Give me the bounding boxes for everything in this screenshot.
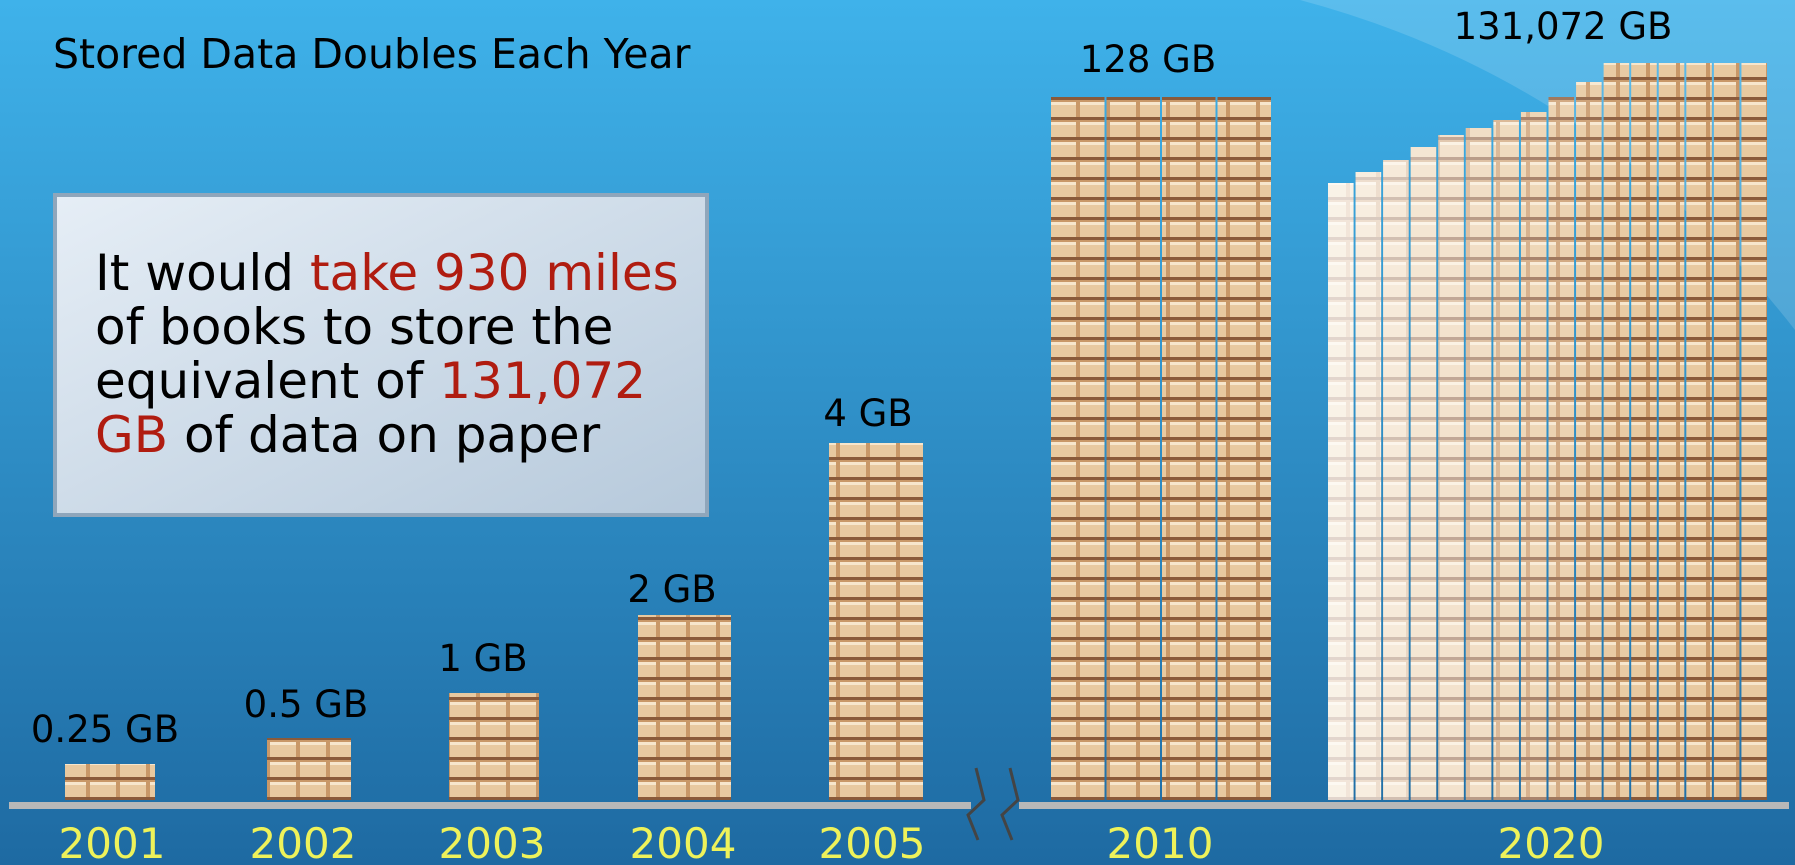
book-stack xyxy=(1686,63,1712,800)
year-label: 2001 xyxy=(59,819,166,865)
callout-segment: of data on paper xyxy=(168,406,601,464)
baseline xyxy=(9,802,971,809)
year-label: 2004 xyxy=(630,819,737,865)
book-stack xyxy=(1658,63,1685,800)
book-stack xyxy=(638,615,731,800)
callout-line: of books to store the xyxy=(95,298,613,356)
book-stack xyxy=(1520,112,1547,800)
book-stack xyxy=(65,764,155,800)
fade xyxy=(1465,128,1492,800)
book-stack xyxy=(1713,63,1740,800)
callout-segment: take 930 miles xyxy=(310,244,679,302)
fade xyxy=(1520,112,1547,800)
fade xyxy=(1603,63,1630,800)
callout-line: equivalent of 131,072 xyxy=(95,352,646,410)
size-label: 1 GB xyxy=(438,637,527,680)
fade xyxy=(1410,147,1437,800)
axis-break xyxy=(966,767,1020,841)
baseline xyxy=(1019,802,1789,809)
book-stack xyxy=(1741,63,1767,800)
callout-segment: 131,072 xyxy=(439,352,646,410)
stacks xyxy=(65,63,1767,800)
year-label: 2005 xyxy=(819,819,926,865)
fade xyxy=(1355,172,1382,800)
size-label: 128 GB xyxy=(1080,38,1216,81)
callout-line: It would take 930 miles xyxy=(95,244,679,302)
callout-segment: It would xyxy=(95,244,310,302)
callout-segment: GB xyxy=(95,406,168,464)
callout-segment: of books to store the xyxy=(95,298,613,356)
book-stack xyxy=(1493,120,1519,800)
size-label: 0.25 GB xyxy=(31,708,179,751)
labels: 2001 0.25 GB 2002 0.5 GB 2003 1 GB 2004 2 GB 200… xyxy=(31,5,1673,865)
callout-segment: equivalent of xyxy=(95,352,439,410)
fade xyxy=(1576,82,1602,800)
callout-line: GB of data on paper xyxy=(95,406,601,464)
year-label: 2002 xyxy=(250,819,357,865)
year-label: 2010 xyxy=(1107,819,1214,865)
year-label: 2020 xyxy=(1498,819,1605,865)
book-stack xyxy=(1603,63,1630,800)
book-stack xyxy=(1162,97,1216,800)
fade xyxy=(1438,135,1464,800)
size-label: 131,072 GB xyxy=(1454,5,1673,48)
title: Stored Data Doubles Each Year xyxy=(53,30,691,78)
callout-box xyxy=(53,193,709,517)
size-label: 2 GB xyxy=(627,568,716,611)
book-stack xyxy=(1217,97,1271,800)
book-stack xyxy=(1106,97,1160,800)
year-label: 2003 xyxy=(439,819,546,865)
fade xyxy=(1328,183,1354,800)
book-stack xyxy=(449,693,539,800)
book-stack xyxy=(1631,63,1657,800)
book-stack xyxy=(1051,97,1105,800)
book-stack xyxy=(1438,135,1464,800)
fade xyxy=(1383,160,1409,800)
size-label: 4 GB xyxy=(823,392,912,435)
book-stack xyxy=(829,443,923,800)
book-stack xyxy=(267,738,351,800)
book-stack xyxy=(1548,97,1575,800)
fade xyxy=(1548,97,1575,800)
book-stack xyxy=(1465,128,1492,800)
size-label: 0.5 GB xyxy=(244,683,369,726)
book-stack xyxy=(1576,82,1602,800)
fade xyxy=(1493,120,1519,800)
